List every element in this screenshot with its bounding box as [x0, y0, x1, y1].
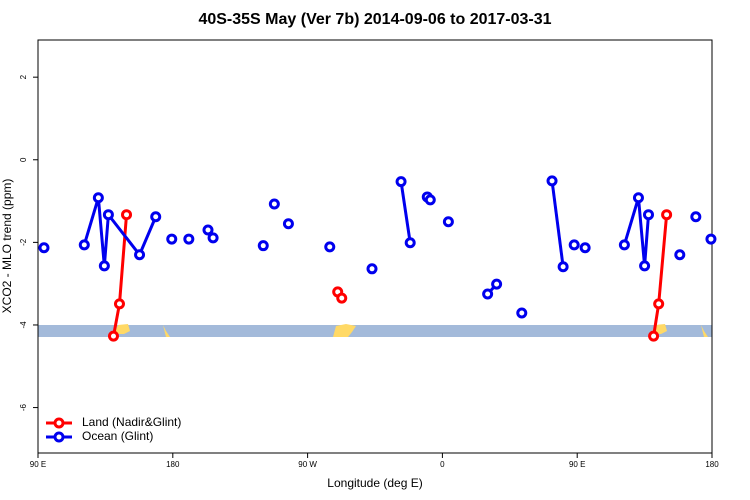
data-point [648, 330, 660, 342]
data-point [134, 249, 146, 261]
data-point [618, 239, 630, 251]
data-point [207, 232, 219, 244]
data-point [78, 239, 90, 251]
data-point [568, 239, 580, 251]
data-point [395, 176, 407, 188]
series-line [112, 214, 129, 337]
chart-title: 40S-35S May (Ver 7b) 2014-09-06 to 2017-… [198, 11, 551, 28]
data-point [546, 175, 558, 187]
land-band [38, 325, 712, 337]
data-point [516, 307, 528, 319]
x-tick-label: 180 [166, 460, 180, 469]
series-line [550, 180, 565, 267]
series-line [622, 197, 650, 267]
data-point [107, 330, 119, 342]
data-point [404, 237, 416, 249]
data-point [113, 298, 125, 310]
x-axis-label: Longitude (deg E) [327, 476, 422, 490]
series-line [82, 197, 158, 267]
data-point [98, 260, 110, 272]
data-point [639, 260, 651, 272]
y-tick-label: -2 [19, 238, 28, 246]
data-point [557, 261, 569, 273]
data-point [442, 216, 454, 228]
data-point [491, 278, 503, 290]
data-point [150, 211, 162, 223]
y-tick-label: -6 [19, 403, 28, 411]
data-point [482, 288, 494, 300]
legend-marker [53, 417, 65, 429]
series-line [399, 181, 412, 244]
y-tick-label: 0 [19, 157, 28, 162]
series-line [652, 214, 669, 337]
data-point [690, 211, 702, 223]
y-tick-label: -4 [19, 321, 28, 329]
data-point [336, 292, 348, 304]
legend-marker [53, 431, 65, 443]
data-point [674, 249, 686, 261]
plot-frame [37, 39, 713, 454]
data-point [324, 241, 336, 253]
data-point [366, 263, 378, 275]
data-point [202, 224, 214, 236]
data-point [183, 233, 195, 245]
data-point [92, 192, 104, 204]
data-point [102, 209, 114, 221]
x-tick-label: 90 E [569, 460, 585, 469]
data-point [661, 209, 673, 221]
y-axis-label: XCO2 - MLO trend (ppm) [0, 179, 14, 314]
data-point [268, 198, 280, 210]
x-tick-label: 0 [440, 460, 445, 469]
data-point [424, 194, 436, 206]
data-point [121, 209, 133, 221]
legend-label: Ocean (Glint) [82, 429, 153, 443]
data-point [632, 192, 644, 204]
legend-label: Land (Nadir&Glint) [82, 415, 181, 429]
data-point [653, 298, 665, 310]
data-point [282, 218, 294, 230]
data-point [642, 209, 654, 221]
data-point [38, 242, 50, 254]
data-point [579, 242, 591, 254]
x-tick-label: 90 W [298, 460, 317, 469]
x-tick-label: 180 [705, 460, 719, 469]
x-tick-label: 90 E [30, 460, 46, 469]
data-point [257, 240, 269, 252]
y-tick-label: 2 [19, 74, 28, 79]
data-point [166, 233, 178, 245]
data-point [705, 233, 717, 245]
